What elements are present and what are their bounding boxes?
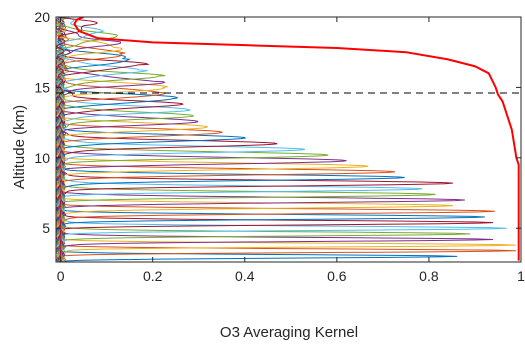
x-tick-label-0: 0 (57, 268, 65, 284)
x-tick-label-2: 0.4 (235, 268, 255, 284)
plot-frame (55, 16, 522, 263)
total-kernel-line (73, 17, 520, 261)
x-axis-title: O3 Averaging Kernel (220, 324, 358, 341)
total-kernel-layer (73, 17, 520, 261)
x-tick-label-3: 0.6 (327, 268, 347, 284)
y-tick-label-0: 5 (42, 220, 50, 236)
y-tick-label-2: 15 (34, 79, 50, 95)
y-axis-title: Altitude (km) (11, 105, 28, 189)
y-tick-label-3: 20 (34, 9, 50, 25)
kernel-lines-layer (56, 17, 517, 262)
kernel-line-42 (56, 17, 98, 262)
x-tick-label-5: 1 (517, 268, 525, 284)
x-tick-label-4: 0.8 (419, 268, 439, 284)
x-tick-label-1: 0.2 (143, 268, 163, 284)
y-tick-label-1: 10 (34, 150, 50, 166)
